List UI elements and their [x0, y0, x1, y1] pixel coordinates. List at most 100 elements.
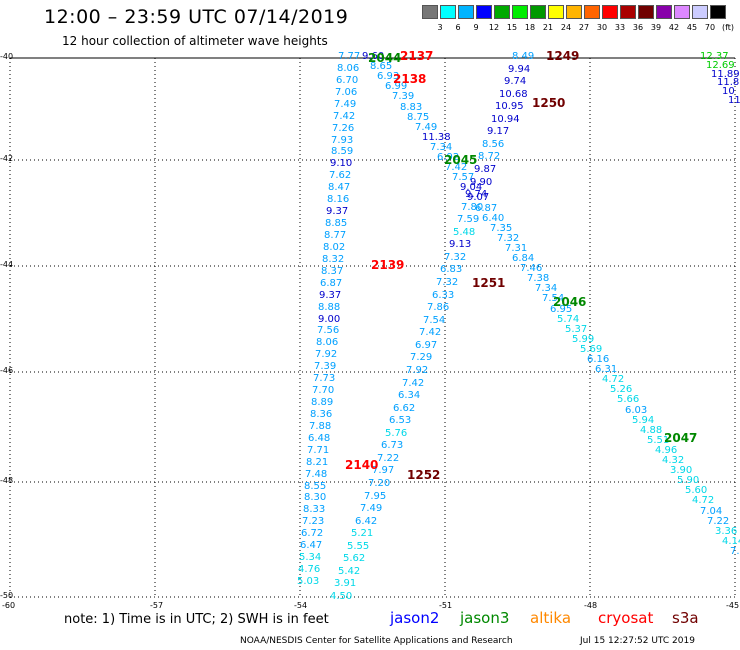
- swh-label: 7.42: [419, 327, 442, 338]
- scale-tick-label: 24: [560, 23, 572, 32]
- swh-label: 7.29: [410, 352, 433, 363]
- legend-item-altika: altika: [530, 609, 572, 627]
- pass-label: 2140: [345, 458, 379, 472]
- swh-label: 6.03: [625, 405, 648, 416]
- swh-label: 9.07: [467, 192, 490, 203]
- swh-label: 3.91: [334, 578, 357, 589]
- swh-label: 6.48: [308, 433, 331, 444]
- swh-label: 8.37: [321, 266, 344, 277]
- swh-label: 3.90: [670, 465, 693, 476]
- swh-label: 5.37: [565, 324, 588, 335]
- swh-label: 6.92: [437, 152, 460, 163]
- legend-item-cryosat: cryosat: [598, 609, 654, 627]
- swh-label: 6.72: [301, 528, 324, 539]
- swh-label: 5.76: [385, 428, 408, 439]
- swh-label: 7.49: [415, 122, 438, 133]
- scale-swatch: [602, 5, 618, 19]
- swh-label: 7.59: [457, 214, 480, 225]
- swh-label: 4.72: [602, 374, 625, 385]
- scale-tick-label: 70: [704, 23, 716, 32]
- timestamp-text: Jul 15 12:27:52 UTC 2019: [580, 636, 695, 646]
- swh-label: 9.90: [470, 177, 493, 188]
- pass-label: 2044: [368, 51, 402, 65]
- swh-label: 7.77: [338, 51, 361, 62]
- swh-label: 6.62: [393, 403, 416, 414]
- swh-label: 7.57: [452, 172, 475, 183]
- swh-label: 9.74: [504, 76, 527, 87]
- swh-label: 5.66: [617, 394, 640, 405]
- swh-label: 9.37: [326, 206, 349, 217]
- lon-label: -45: [726, 601, 740, 610]
- scale-swatch: [440, 5, 456, 19]
- pass-label: 2139: [371, 258, 405, 272]
- swh-label: 8.55: [304, 481, 327, 492]
- swh-label: 8.72: [478, 151, 501, 162]
- swh-label: 5.21: [351, 528, 374, 539]
- swh-label: 5.34: [299, 552, 322, 563]
- swh-label: 5.69: [580, 344, 603, 355]
- swh-label: 7.80: [461, 202, 484, 213]
- lat-label: -48: [0, 476, 14, 485]
- swh-label: 7.56: [317, 325, 340, 336]
- swh-label: 7.31: [505, 243, 528, 254]
- swh-label: 6.87: [475, 203, 498, 214]
- swh-label: 8.49: [512, 51, 535, 62]
- scale-tick-label: 18: [524, 23, 536, 32]
- swh-label: 10.95: [495, 101, 524, 112]
- swh-label: 5.51: [647, 435, 670, 446]
- swh-label: 8.06: [316, 337, 339, 348]
- swh-label: 4.50: [330, 591, 353, 602]
- swh-label: 6.47: [300, 540, 323, 551]
- swh-label: 7.42: [333, 111, 356, 122]
- swh-label: 7.46: [520, 263, 543, 274]
- swh-label: 11.38: [422, 132, 451, 143]
- lat-label: -50: [0, 591, 14, 600]
- swh-label: 7.95: [364, 491, 387, 502]
- swh-label: 8.32: [322, 254, 345, 265]
- swh-label: 6.99: [385, 81, 408, 92]
- lat-label: -42: [0, 154, 14, 163]
- swh-label: 9.13: [449, 239, 472, 250]
- scale-tick-label: 36: [632, 23, 644, 32]
- swh-label: 7.32: [444, 252, 467, 263]
- legend-item-s3a: s3a: [672, 609, 699, 627]
- scale-swatch: [674, 5, 690, 19]
- swh-label: 7.42: [445, 162, 468, 173]
- swh-label: 8.47: [328, 182, 351, 193]
- swh-label: 6.33: [432, 290, 455, 301]
- credit-text: NOAA/NESDIS Center for Satellite Applica…: [240, 636, 513, 646]
- swh-label: 5.90: [677, 475, 700, 486]
- swh-label: 9.10: [330, 158, 353, 169]
- pass-label: 1249: [546, 49, 580, 63]
- swh-label: 5.74: [557, 314, 580, 325]
- swh-label: 7.92: [406, 365, 429, 376]
- swh-label: 10: [722, 86, 735, 97]
- scale-swatch: [512, 5, 528, 19]
- scale-tick-label: 9: [473, 23, 479, 32]
- pass-label: 2138: [393, 72, 427, 86]
- note-text: note: 1) Time is in UTC; 2) SWH is in fe…: [64, 612, 329, 627]
- lon-label: -57: [150, 601, 164, 610]
- pass-label: 1252: [407, 468, 441, 482]
- swh-label: 9.60: [362, 51, 385, 62]
- swh-label: 4.72: [692, 495, 715, 506]
- swh-label: 5.42: [338, 566, 361, 577]
- swh-label: 8.21: [306, 457, 329, 468]
- swh-label: 6.87: [320, 278, 343, 289]
- swh-label: 7.26: [332, 123, 355, 134]
- scale-swatch: [422, 5, 438, 19]
- lon-label: -48: [584, 601, 598, 610]
- swh-label: 7.22: [707, 516, 730, 527]
- swh-label: 7.32: [436, 277, 459, 288]
- scale-swatch: [692, 5, 708, 19]
- swh-label: 6.73: [381, 440, 404, 451]
- swh-label: 7.70: [312, 385, 335, 396]
- swh-label: 11.8: [717, 77, 740, 88]
- scale-tick-label: (ft): [721, 23, 735, 32]
- swh-label: 4.32: [662, 455, 685, 466]
- grid-lines: [9, 57, 736, 598]
- swh-label: 7.23: [302, 516, 325, 527]
- scale-tick-label: 15: [506, 23, 518, 32]
- swh-label: 8.59: [331, 146, 354, 157]
- swh-label: 7.04: [700, 506, 723, 517]
